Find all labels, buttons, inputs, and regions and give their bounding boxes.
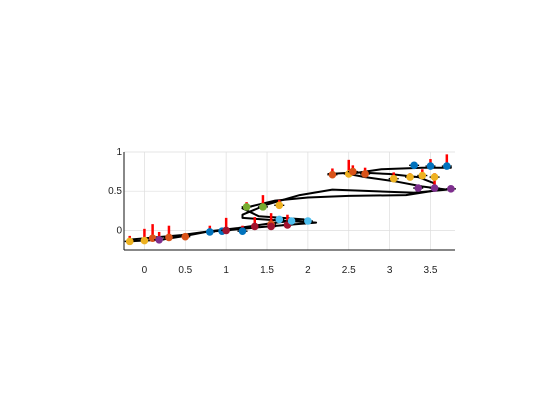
x-tick-label: 1.5	[260, 265, 274, 276]
data-point	[267, 222, 275, 231]
x-tick-label: 0.5	[178, 265, 192, 276]
x-tick-label: 2	[305, 265, 311, 276]
data-point	[361, 170, 369, 178]
y-tick-labels: 00.51	[108, 147, 122, 236]
data-point	[125, 237, 134, 246]
data-point	[242, 203, 251, 211]
x-tick-label: 0	[142, 265, 148, 276]
x-tick-label: 3.5	[424, 265, 438, 276]
data-point	[389, 174, 398, 183]
data-point	[328, 170, 337, 179]
data-point	[275, 201, 284, 210]
data-point	[406, 173, 414, 181]
data-point	[259, 203, 267, 211]
x-tick-label: 3	[387, 265, 393, 276]
y-tick-label: 0	[116, 225, 122, 236]
data-point	[206, 228, 214, 236]
axes	[123, 152, 455, 251]
series-line	[127, 190, 432, 241]
data-point	[275, 215, 284, 224]
data-point	[304, 217, 312, 225]
y-tick-label: 1	[116, 147, 122, 158]
data-point	[443, 162, 451, 170]
data-point	[414, 184, 423, 192]
data-point	[447, 185, 455, 193]
data-point	[287, 217, 296, 225]
data-point	[410, 161, 418, 170]
x-tick-label: 2.5	[342, 265, 356, 276]
data-point	[238, 227, 247, 235]
data-point	[430, 173, 439, 181]
data-point	[349, 167, 357, 176]
x-tick-label: 1	[223, 265, 229, 276]
markers	[124, 161, 456, 246]
data-point	[430, 184, 439, 192]
x-tick-labels: 0 0.5 1 1.5 2 2.5 3 3.5	[142, 265, 438, 276]
data-point	[222, 226, 230, 235]
data-point	[165, 233, 173, 242]
data-point	[250, 222, 259, 231]
data-point	[148, 234, 157, 243]
y-tick-label: 0.5	[108, 186, 122, 197]
data-point	[155, 236, 163, 244]
data-point	[426, 162, 435, 170]
data-point	[140, 236, 149, 245]
data-point	[181, 232, 190, 241]
data-point	[418, 171, 427, 180]
